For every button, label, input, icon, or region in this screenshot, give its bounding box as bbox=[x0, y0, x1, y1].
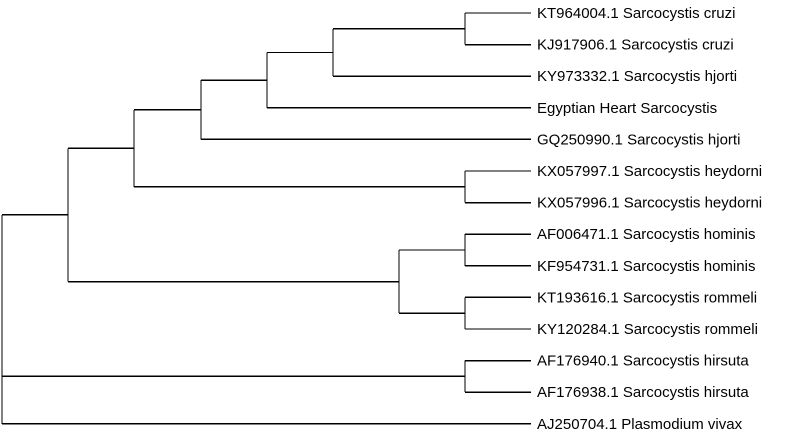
leaf-label: KX057996.1 Sarcocystis heydorni bbox=[537, 195, 762, 212]
leaf-label: AJ250704.1 Plasmodium vivax bbox=[537, 416, 743, 432]
leaf-label: KY973332.1 Sarcocystis hjorti bbox=[537, 68, 737, 85]
leaf-label: KT964004.1 Sarcocystis cruzi bbox=[537, 5, 735, 22]
leaf-label: AF176940.1 Sarcocystis hirsuta bbox=[537, 353, 749, 370]
leaf-label: AF006471.1 Sarcocystis hominis bbox=[537, 226, 755, 243]
leaf-label: AF176938.1 Sarcocystis hirsuta bbox=[537, 384, 749, 401]
leaf-label: KX057997.1 Sarcocystis heydorni bbox=[537, 163, 762, 180]
leaf-label: KT193616.1 Sarcocystis rommeli bbox=[537, 289, 757, 306]
leaf-label: KF954731.1 Sarcocystis hominis bbox=[537, 258, 755, 275]
leaf-label: KJ917906.1 Sarcocystis cruzi bbox=[537, 37, 734, 54]
tree-branches bbox=[1, 12, 531, 425]
leaf-label: KY120284.1 Sarcocystis rommeli bbox=[537, 321, 758, 338]
leaf-label: GQ250990.1 Sarcocystis hjorti bbox=[537, 131, 740, 148]
leaf-labels: KT964004.1 Sarcocystis cruzi KJ917906.1 S… bbox=[537, 5, 762, 432]
leaf-label: Egyptian Heart Sarcocystis bbox=[537, 100, 717, 117]
